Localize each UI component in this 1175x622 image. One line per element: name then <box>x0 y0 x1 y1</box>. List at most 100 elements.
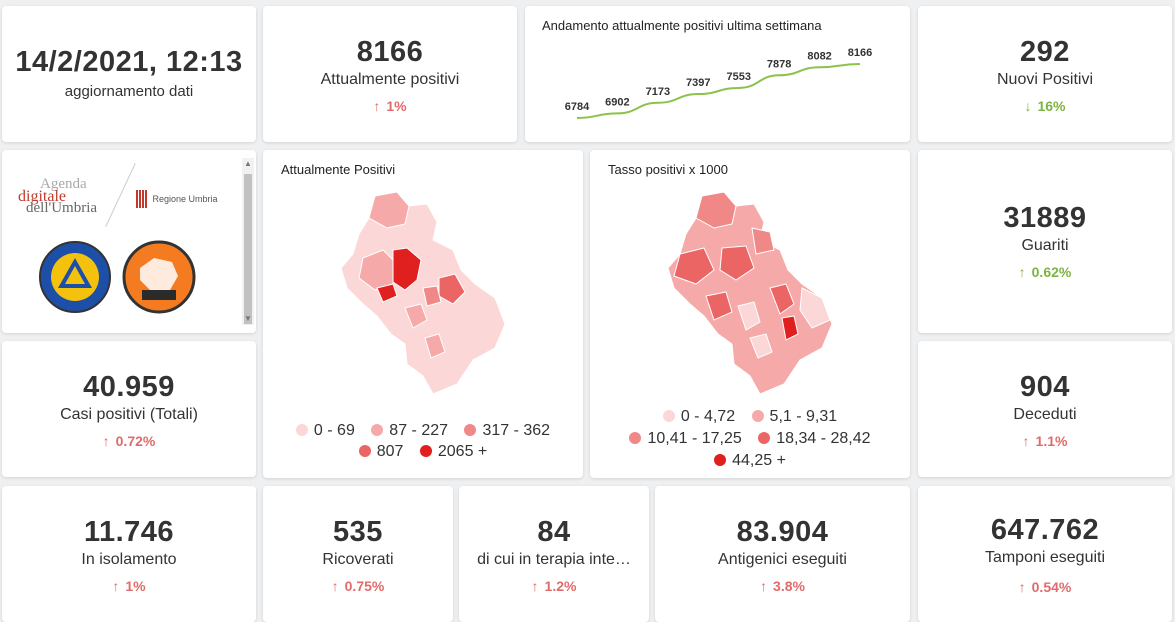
trend-line-chart: 6784 6902 7173 7397 7553 7878 8082 8166 <box>565 47 872 119</box>
legend-dot <box>295 424 308 436</box>
terapia-change: ↑ 1.2% <box>531 578 577 594</box>
casi-totali-card[interactable]: 40.959 Casi positivi (Totali) ↑ 0.72% <box>2 341 256 477</box>
legend-dot <box>419 445 432 457</box>
guariti-card[interactable]: 31889 Guariti ↑ 0.62% <box>918 150 1172 333</box>
attualmente-positivi-change: ↑ 1% <box>373 98 407 114</box>
terapia-intensiva-card[interactable]: 84 di cui in terapia inte… ↑ 1.2% <box>459 486 649 622</box>
ricoverati-card[interactable]: 535 Ricoverati ↑ 0.75% <box>263 486 453 622</box>
umbria-map-tasso[interactable] <box>662 188 842 398</box>
deceduti-change: ↑ 1.1% <box>1022 433 1068 449</box>
trend-data-label: 7397 <box>686 77 710 89</box>
update-card: 14/2/2021, 12:13 aggiornamento dati <box>2 6 256 142</box>
casi-totali-label: Casi positivi (Totali) <box>60 406 198 423</box>
trend-data-label: 8166 <box>848 47 872 59</box>
map-tasso-positivi-card: Tasso positivi x 1000 0 - 4,72 5,1 - 9,3… <box>590 150 910 478</box>
legend-item: 0 - 4,72 <box>662 406 735 428</box>
update-label: aggiornamento dati <box>64 83 194 100</box>
legend-dot <box>751 410 764 422</box>
isolamento-label: In isolamento <box>81 551 177 568</box>
update-datetime: 14/2/2021, 12:13 <box>15 46 243 78</box>
map2-legend: 0 - 4,72 5,1 - 9,31 10,41 - 17,25 18,34 … <box>590 406 910 472</box>
casi-totali-value: 40.959 <box>83 371 175 403</box>
arrow-up-icon: ↑ <box>1018 579 1026 595</box>
map-attualmente-positivi-card: Attualmente Positivi 0 - 69 87 - 227 317… <box>263 150 583 478</box>
scroll-up-icon[interactable]: ▲ <box>244 159 252 168</box>
legend-dot <box>662 410 675 422</box>
arrow-up-icon: ↑ <box>1018 264 1026 280</box>
antigenici-change: ↑ 3.8% <box>760 578 805 594</box>
guariti-label: Guariti <box>1021 237 1069 254</box>
legend-item: 807 <box>358 441 403 462</box>
antigenici-value: 83.904 <box>736 516 829 548</box>
tamponi-label: Tamponi eseguiti <box>984 549 1106 566</box>
nuovi-positivi-card[interactable]: 292 Nuovi Positivi ↓ 16% <box>918 6 1172 142</box>
anci-prociv-logo <box>122 240 196 314</box>
ricoverati-value: 535 <box>333 516 383 548</box>
trend-data-label: 6902 <box>605 96 629 108</box>
tamponi-value: 647.762 <box>990 514 1100 546</box>
isolamento-card[interactable]: 11.746 In isolamento ↑ 1% <box>2 486 256 622</box>
legend-item: 0 - 69 <box>295 420 355 441</box>
arrow-up-icon: ↑ <box>1022 433 1030 449</box>
trend-data-label: 7878 <box>767 58 791 70</box>
isolamento-change: ↑ 1% <box>112 578 146 594</box>
trend-data-label: 7173 <box>646 86 670 98</box>
umbria-map-positivi[interactable] <box>335 188 515 398</box>
tamponi-change: ↑ 0.54% <box>1018 579 1072 595</box>
scroll-thumb[interactable] <box>244 174 252 324</box>
protezione-civile-logo <box>39 241 111 313</box>
arrow-up-icon: ↑ <box>331 578 339 594</box>
arrow-up-icon: ↑ <box>760 578 768 594</box>
regione-emblem-icon <box>136 190 148 208</box>
tamponi-card[interactable]: 647.762 Tamponi eseguiti ↑ 0.54% <box>918 486 1172 622</box>
attualmente-positivi-value: 8166 <box>356 36 424 68</box>
legend-item: 18,34 - 28,42 <box>758 428 871 450</box>
trend-chart-title: Andamento attualmente positivi ultima se… <box>542 18 822 33</box>
ricoverati-label: Ricoverati <box>322 551 394 568</box>
nuovi-positivi-label: Nuovi Positivi <box>996 71 1094 88</box>
logos-scrollbar[interactable]: ▲ ▼ <box>242 158 254 325</box>
ricoverati-change: ↑ 0.75% <box>331 578 385 594</box>
legend-dot <box>758 432 771 444</box>
guariti-value: 31889 <box>1003 202 1087 234</box>
trend-data-label: 6784 <box>565 101 590 113</box>
arrow-up-icon: ↑ <box>102 433 110 449</box>
scroll-down-icon[interactable]: ▼ <box>244 314 252 323</box>
arrow-up-icon: ↑ <box>112 578 120 594</box>
trend-data-label: 7553 <box>726 71 750 83</box>
legend-dot <box>358 445 371 457</box>
map2-title: Tasso positivi x 1000 <box>608 162 728 177</box>
legend-item: 44,25 + <box>714 450 786 472</box>
legend-dot <box>371 424 384 436</box>
trend-chart-card: Andamento attualmente positivi ultima se… <box>525 6 910 142</box>
logos-card: Agenda digitale dell'Umbria Regione Umbr… <box>2 150 256 333</box>
legend-item: 2065 + <box>419 441 487 462</box>
deceduti-card[interactable]: 904 Deceduti ↑ 1.1% <box>918 341 1172 477</box>
legend-dot <box>464 424 477 436</box>
antigenici-card[interactable]: 83.904 Antigenici eseguiti ↑ 3.8% <box>655 486 910 622</box>
terapia-label: di cui in terapia inte… <box>477 551 631 568</box>
attualmente-positivi-card[interactable]: 8166 Attualmente positivi ↑ 1% <box>263 6 517 142</box>
legend-dot <box>629 432 642 444</box>
legend-item: 87 - 227 <box>371 420 448 441</box>
nuovi-positivi-change: ↓ 16% <box>1024 98 1066 114</box>
trend-data-label: 8082 <box>807 50 831 62</box>
agenda-digitale-logo: Agenda digitale dell'Umbria <box>18 176 98 216</box>
arrow-up-icon: ↑ <box>531 578 539 594</box>
legend-item: 10,41 - 17,25 <box>629 428 742 450</box>
legend-item: 5,1 - 9,31 <box>751 406 837 428</box>
casi-totali-change: ↑ 0.72% <box>102 433 156 449</box>
antigenici-label: Antigenici eseguiti <box>718 551 847 568</box>
map1-legend: 0 - 69 87 - 227 317 - 362 807 2065 + <box>263 420 583 462</box>
arrow-up-icon: ↑ <box>373 98 381 114</box>
map1-title: Attualmente Positivi <box>281 162 396 177</box>
arrow-down-icon: ↓ <box>1024 98 1032 114</box>
legend-item: 317 - 362 <box>464 420 550 441</box>
attualmente-positivi-label: Attualmente positivi <box>320 71 460 88</box>
legend-dot <box>714 454 727 466</box>
deceduti-label: Deceduti <box>1013 406 1077 423</box>
regione-umbria-logo: Regione Umbria <box>136 190 217 208</box>
isolamento-value: 11.746 <box>83 516 175 548</box>
nuovi-positivi-value: 292 <box>1020 36 1070 68</box>
terapia-value: 84 <box>537 516 571 548</box>
